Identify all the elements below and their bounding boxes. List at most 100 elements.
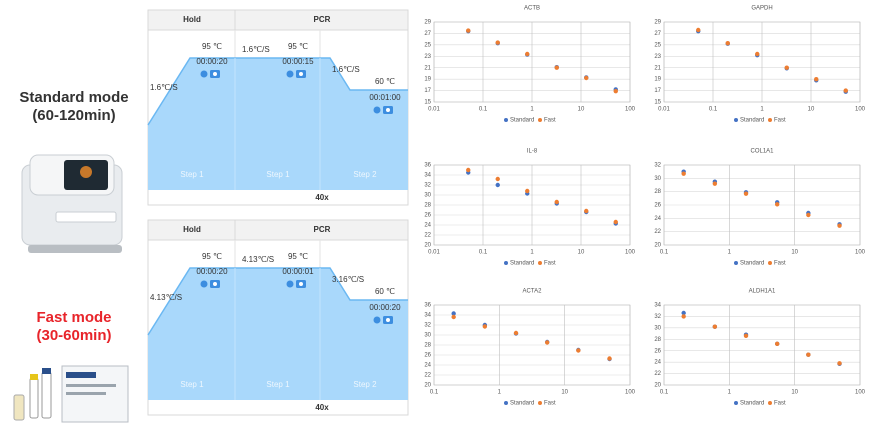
y-tick-label: 32 xyxy=(654,163,661,169)
protocol-label: 1.6℃/S xyxy=(150,83,178,92)
legend-label: Fast xyxy=(774,118,786,124)
data-point xyxy=(806,353,810,357)
step-icons xyxy=(201,280,221,288)
gear-icon xyxy=(374,317,381,324)
x-tick-label: 0.01 xyxy=(428,107,440,113)
y-tick-label: 32 xyxy=(424,323,431,329)
data-point xyxy=(755,52,759,56)
gear-icon xyxy=(287,281,294,288)
y-tick-label: 27 xyxy=(654,31,661,37)
x-tick-label: 0.1 xyxy=(479,107,488,113)
data-point xyxy=(844,88,848,92)
y-tick-label: 24 xyxy=(424,363,431,369)
y-tick-label: 34 xyxy=(424,173,431,179)
y-tick-label: 30 xyxy=(654,325,661,331)
data-point xyxy=(775,202,779,206)
x-tick-label: 1 xyxy=(498,390,502,396)
legend-label: Standard xyxy=(510,401,534,407)
figure: Standard mode (60-120min) Fast mode (30-… xyxy=(0,0,885,425)
mode-name: Fast mode xyxy=(36,309,111,326)
x-tick-label: 100 xyxy=(855,250,866,256)
data-point xyxy=(614,89,618,93)
data-point xyxy=(496,177,500,181)
kit-image xyxy=(14,366,128,422)
y-tick-label: 17 xyxy=(424,88,431,94)
camera-lens xyxy=(213,72,217,76)
data-point xyxy=(744,334,748,338)
protocol-label: 60 ℃ xyxy=(375,287,395,296)
x-tick-label: 10 xyxy=(578,107,585,113)
legend-marker xyxy=(734,261,738,265)
step-label: Step 2 xyxy=(353,380,377,389)
mode-duration: (60-120min) xyxy=(32,107,115,124)
y-tick-label: 20 xyxy=(424,243,431,249)
step-icons xyxy=(374,316,394,324)
legend-marker xyxy=(504,118,508,122)
y-tick-label: 15 xyxy=(654,100,661,106)
protocol-label: 00:00:15 xyxy=(282,57,314,66)
data-point xyxy=(496,183,500,187)
chart-title: ALDH1A1 xyxy=(749,289,776,295)
data-point xyxy=(681,314,685,318)
data-point xyxy=(525,189,529,193)
legend-label: Standard xyxy=(740,261,764,267)
y-tick-label: 26 xyxy=(424,213,431,219)
y-tick-label: 34 xyxy=(654,303,661,309)
y-tick-label: 36 xyxy=(424,303,431,309)
legend-label: Standard xyxy=(740,118,764,124)
x-tick-label: 0.1 xyxy=(709,107,718,113)
legend-marker xyxy=(538,261,542,265)
x-tick-label: 0.1 xyxy=(660,250,669,256)
legend-label: Standard xyxy=(740,401,764,407)
protocol-label: 00:00:20 xyxy=(196,57,228,66)
x-tick-label: 100 xyxy=(625,390,636,396)
x-tick-label: 100 xyxy=(625,250,636,256)
x-tick-label: 1 xyxy=(760,107,764,113)
y-tick-label: 23 xyxy=(654,54,661,60)
y-tick-label: 25 xyxy=(424,42,431,48)
data-point xyxy=(614,220,618,224)
y-tick-label: 36 xyxy=(424,163,431,169)
camera-lens xyxy=(299,282,303,286)
data-point xyxy=(814,77,818,81)
y-tick-label: 28 xyxy=(424,203,431,209)
y-tick-label: 26 xyxy=(424,353,431,359)
y-tick-label: 28 xyxy=(654,189,661,195)
legend-marker xyxy=(538,118,542,122)
step-label: Step 1 xyxy=(180,380,204,389)
data-point xyxy=(806,213,810,217)
y-tick-label: 29 xyxy=(654,20,661,26)
mode-name: Standard mode xyxy=(19,89,128,106)
y-tick-label: 26 xyxy=(654,203,661,209)
data-point xyxy=(584,209,588,213)
y-tick-label: 28 xyxy=(424,343,431,349)
data-point xyxy=(466,168,470,172)
y-tick-label: 21 xyxy=(654,65,661,71)
x-tick-label: 0.1 xyxy=(479,250,488,256)
x-tick-label: 100 xyxy=(625,107,636,113)
legend-marker xyxy=(504,261,508,265)
x-tick-label: 100 xyxy=(855,390,866,396)
x-tick-label: 100 xyxy=(855,107,866,113)
data-point xyxy=(483,324,487,328)
y-tick-label: 19 xyxy=(424,77,431,83)
protocol-label: 4.13℃/S xyxy=(242,255,274,264)
protocol-label: 1.6℃/S xyxy=(332,65,360,74)
legend-marker xyxy=(734,118,738,122)
data-point xyxy=(681,171,685,175)
y-tick-label: 30 xyxy=(424,333,431,339)
y-tick-label: 23 xyxy=(424,54,431,60)
legend-label: Fast xyxy=(774,261,786,267)
protocol-label: 3.16℃/S xyxy=(332,275,364,284)
protocol-label: 00:00:20 xyxy=(196,267,228,276)
data-point xyxy=(451,315,455,319)
data-point xyxy=(726,41,730,45)
chart-title: IL-8 xyxy=(527,149,538,155)
camera-lens xyxy=(386,108,390,112)
cycle-count: 40x xyxy=(315,403,329,412)
x-tick-label: 1 xyxy=(530,107,534,113)
data-point xyxy=(785,66,789,70)
data-point xyxy=(525,52,529,56)
x-tick-label: 1 xyxy=(530,250,534,256)
y-tick-label: 17 xyxy=(654,88,661,94)
